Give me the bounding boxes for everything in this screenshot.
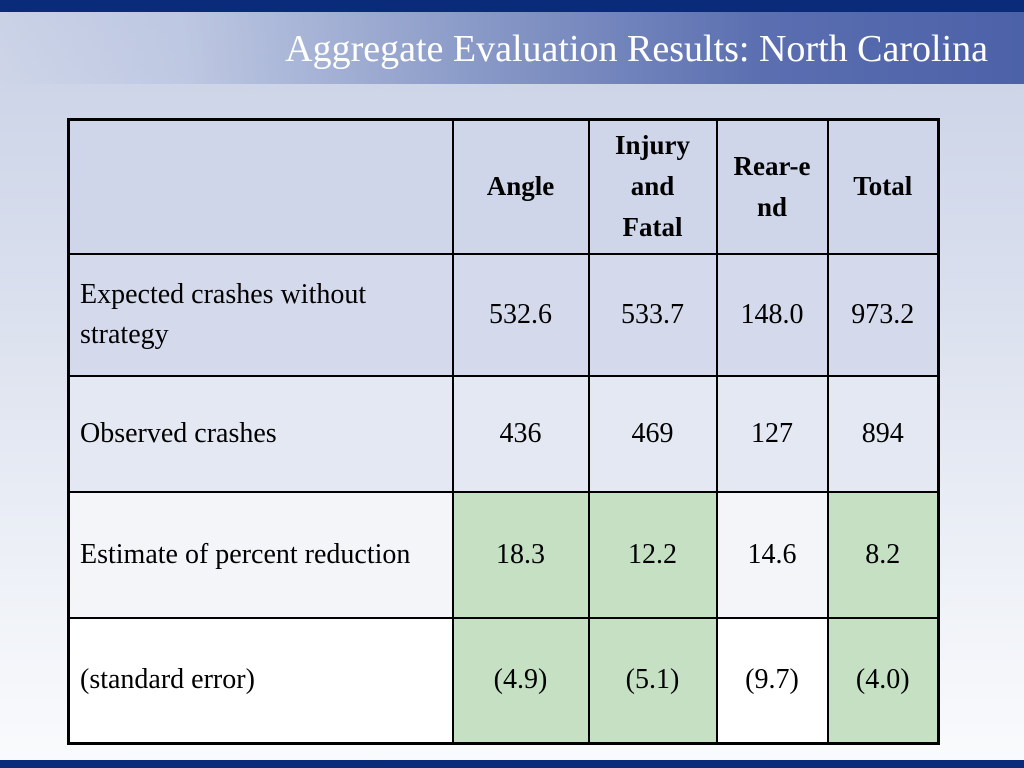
cell-total-highlighted: 8.2: [826, 490, 940, 619]
cell-injury-fatal: 533.7: [587, 252, 718, 377]
column-header-rear-end-text: Rear-end: [733, 150, 811, 222]
cell-angle-highlighted: 18.3: [451, 490, 590, 619]
column-header-injury-fatal: Injury and Fatal: [587, 118, 718, 255]
bottom-accent-bar: [0, 760, 1024, 768]
results-table: Angle Injury and Fatal Rear-end Total Ex…: [67, 118, 940, 745]
row-label-percent-reduction: Estimate of percent reduction: [67, 490, 454, 619]
column-header-rear-end: Rear-end: [715, 118, 829, 255]
row-label-expected-crashes: Expected crashes without strategy: [67, 252, 454, 377]
row-label-observed-crashes: Observed crashes: [67, 374, 454, 493]
column-header-total: Total: [826, 118, 940, 255]
table-row: Estimate of percent reduction 18.3 12.2 …: [67, 490, 940, 619]
cell-rear-end: 14.6: [715, 490, 829, 619]
cell-total: 894: [826, 374, 940, 493]
cell-angle-highlighted: (4.9): [451, 616, 590, 745]
corner-header-cell: [67, 118, 454, 255]
title-band: [0, 12, 1024, 84]
column-header-injury-fatal-text: Injury and Fatal: [614, 130, 690, 243]
cell-total: 973.2: [826, 252, 940, 377]
top-accent-bar: [0, 0, 1024, 12]
table-row: (standard error) (4.9) (5.1) (9.7) (4.0): [67, 616, 940, 745]
cell-total-highlighted: (4.0): [826, 616, 940, 745]
slide-title: Aggregate Evaluation Results: North Caro…: [285, 28, 988, 70]
cell-angle: 436: [451, 374, 590, 493]
cell-injury-fatal-highlighted: (5.1): [587, 616, 718, 745]
cell-rear-end: (9.7): [715, 616, 829, 745]
cell-injury-fatal: 469: [587, 374, 718, 493]
column-header-angle: Angle: [451, 118, 590, 255]
cell-rear-end: 127: [715, 374, 829, 493]
cell-angle: 532.6: [451, 252, 590, 377]
cell-rear-end: 148.0: [715, 252, 829, 377]
row-label-standard-error: (standard error): [67, 616, 454, 745]
table-row: Expected crashes without strategy 532.6 …: [67, 252, 940, 377]
cell-injury-fatal-highlighted: 12.2: [587, 490, 718, 619]
table-header-row: Angle Injury and Fatal Rear-end Total: [67, 118, 940, 255]
table-row: Observed crashes 436 469 127 894: [67, 374, 940, 493]
